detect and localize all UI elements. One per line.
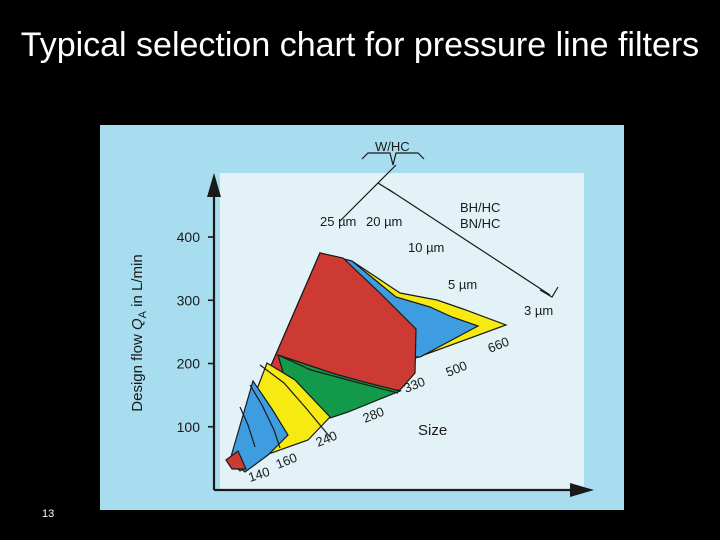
x-axis-arrow — [570, 483, 594, 497]
y-axis-arrow — [207, 173, 221, 197]
rating-label-3um: 3 µm — [524, 303, 553, 318]
divider-line-3 — [249, 384, 281, 449]
series-label-whc: W/HC — [375, 139, 410, 154]
whc-bracket — [361, 152, 425, 166]
rating-label-5um: 5 µm — [448, 277, 477, 292]
rating-label-20um: 20 µm — [366, 214, 402, 229]
y-ticks: 100 200 300 400 — [177, 229, 214, 435]
y-tick-label-300: 300 — [177, 292, 201, 308]
y-tick-label-400: 400 — [177, 229, 201, 245]
y-tick-label-200: 200 — [177, 356, 201, 372]
region-small-blue — [229, 379, 289, 473]
slide-title: Typical selection chart for pressure lin… — [20, 26, 700, 64]
y-tick-label-100: 100 — [177, 419, 201, 435]
whc-pointer-line — [339, 164, 397, 222]
selection-chart: 100 200 300 400 Design flow QA in L/min Siz… — [100, 125, 624, 510]
x-axis-label: Size — [418, 422, 447, 439]
chart-panel: 100 200 300 400 Design flow QA in L/min Siz… — [100, 125, 624, 510]
axes — [207, 173, 594, 497]
y-axis-label: Design flow QA in L/min — [129, 254, 149, 411]
bhc-bracket-end — [539, 286, 559, 298]
rating-label-10um: 10 µm — [408, 240, 444, 255]
divider-line-4 — [239, 406, 256, 448]
series-label-bhc: BH/HC — [460, 200, 500, 215]
slide-number: 13 — [42, 508, 55, 520]
divider-line-2 — [259, 364, 331, 438]
rating-label-25um: 25 µm — [320, 214, 356, 229]
series-label-bnhc: BN/HC — [460, 216, 500, 231]
region-small-red — [225, 450, 247, 470]
divider-line-1 — [277, 354, 399, 394]
bhc-pointer-line — [387, 188, 551, 296]
size-label-140: 140 — [246, 464, 271, 485]
